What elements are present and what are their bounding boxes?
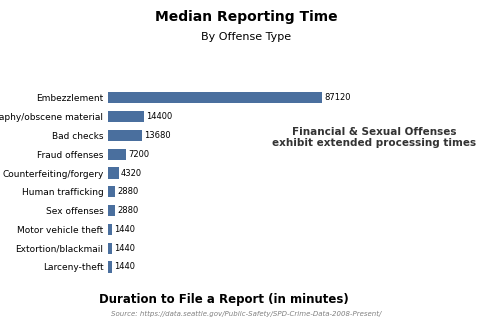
- Text: Median Reporting Time: Median Reporting Time: [154, 10, 338, 24]
- Text: 1440: 1440: [114, 225, 135, 234]
- Bar: [108, 167, 119, 179]
- Text: 7200: 7200: [128, 150, 149, 159]
- Text: Financial & Sexual Offenses
exhibit extended processing times: Financial & Sexual Offenses exhibit exte…: [272, 127, 476, 148]
- Text: 13680: 13680: [144, 131, 170, 140]
- Text: 14400: 14400: [146, 112, 172, 121]
- Text: By Offense Type: By Offense Type: [201, 32, 291, 42]
- Bar: [108, 224, 112, 235]
- Text: 1440: 1440: [114, 262, 135, 271]
- Text: Source: https://data.seattle.gov/Public-Safety/SPD-Crime-Data-2008-Present/: Source: https://data.seattle.gov/Public-…: [111, 311, 381, 317]
- Text: 87120: 87120: [324, 93, 351, 102]
- Text: 1440: 1440: [114, 244, 135, 253]
- Bar: [108, 261, 112, 273]
- Bar: [108, 186, 115, 197]
- Bar: [108, 111, 144, 122]
- Text: 4320: 4320: [121, 169, 142, 178]
- Text: Duration to File a Report (in minutes): Duration to File a Report (in minutes): [99, 292, 349, 306]
- Text: 2880: 2880: [117, 206, 139, 215]
- Bar: [108, 130, 142, 141]
- Text: 2880: 2880: [117, 187, 139, 196]
- Bar: [108, 243, 112, 254]
- Bar: [108, 148, 126, 160]
- Bar: [108, 205, 115, 216]
- Bar: [108, 92, 322, 103]
